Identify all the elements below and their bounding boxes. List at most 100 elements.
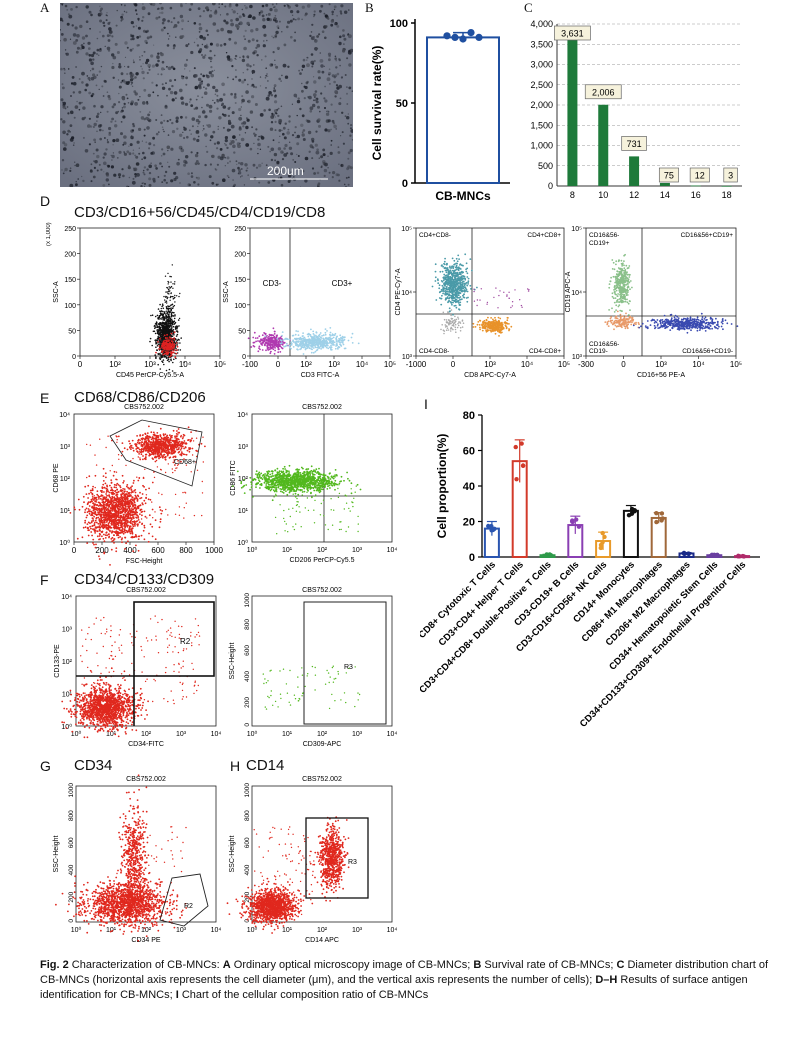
b-data-point bbox=[459, 35, 467, 43]
d2-y-tick-label: 0 bbox=[242, 354, 246, 361]
c-value-label-box bbox=[723, 167, 738, 183]
f1-x-tick-label: 10³ bbox=[176, 731, 187, 738]
d4-nk bbox=[632, 312, 739, 334]
i-data-point bbox=[654, 519, 659, 525]
panel-letter-e: E bbox=[40, 390, 50, 406]
d3-y-tick-label: 10⁴ bbox=[401, 290, 412, 297]
scale-bar-label: 200um bbox=[267, 164, 304, 178]
h-y-label: SSC-Height bbox=[229, 835, 236, 872]
g-x-tick-label: 10³ bbox=[176, 927, 187, 934]
c-y-tick-label: 0 bbox=[548, 181, 553, 191]
e2-y-label: CD86 FITC bbox=[230, 460, 237, 495]
c-y-tick-label: 4,000 bbox=[530, 19, 553, 29]
c-bar bbox=[629, 156, 640, 186]
h-main-pop bbox=[226, 877, 314, 934]
d1-y-label: SSC-A bbox=[53, 281, 60, 303]
title-d: CD3/CD16+56/CD45/CD4/CD19/CD8 bbox=[74, 204, 326, 221]
h-x-label: CD14 APC bbox=[305, 937, 339, 944]
e2-y-tick-label: 10¹ bbox=[238, 508, 249, 515]
b-y-tick-label: 100 bbox=[390, 18, 408, 30]
e1-x-tick-label: 200 bbox=[95, 546, 109, 555]
c-value-label: 2,006 bbox=[592, 87, 615, 97]
e2-plot-frame bbox=[251, 413, 393, 543]
i-y-tick-label: 20 bbox=[463, 517, 475, 529]
i-data-point bbox=[737, 554, 742, 559]
h-plot-frame bbox=[251, 785, 393, 923]
c-y-tick-label: 1,500 bbox=[530, 120, 553, 130]
i-data-point bbox=[513, 444, 518, 450]
d2-x-tick-label: 10³ bbox=[328, 360, 340, 369]
panel-letter-a: A bbox=[40, 0, 50, 15]
e2-x-tick-label: 10⁰ bbox=[247, 546, 258, 554]
g-y-tick-label: 400 bbox=[68, 864, 75, 875]
d3-x-tick-label: 10⁴ bbox=[521, 360, 534, 369]
panel-letter-d: D bbox=[40, 193, 51, 209]
f1-y-tick-label: 10⁰ bbox=[61, 723, 72, 731]
f1-x-tick-label: 10⁴ bbox=[211, 731, 222, 738]
caption-text-2: Ordinary optical microscopy image of CB-… bbox=[230, 959, 474, 971]
flow-plot-g: CBS752.002 10⁰ 10¹ 10² 10³ 10⁴ 0 200 400 600 800 10… bbox=[53, 774, 221, 944]
d2-q-left: CD3- bbox=[263, 279, 282, 288]
caption-dh: D–H bbox=[595, 974, 618, 986]
flow-plot-d4: -300 0 10³ 10⁴ 10⁵ 10³ 10⁴ 10⁵ CD16+56 PE-A CD19 … bbox=[565, 226, 742, 379]
e1-x-label: FSC-Height bbox=[126, 558, 163, 565]
i-data-point bbox=[514, 476, 519, 482]
i-data-point bbox=[598, 545, 604, 551]
f2-y-label: SSC-Height bbox=[229, 642, 236, 679]
panel-letter-b: B bbox=[365, 0, 374, 15]
d3-plot-frame bbox=[415, 227, 565, 357]
h-x-tick-label: 10⁴ bbox=[387, 927, 398, 934]
d4-x-tick-label: 10³ bbox=[655, 360, 667, 369]
g-sparse bbox=[116, 825, 187, 916]
flow-plot-h: CBS752.00210⁰10¹10²10³10⁴020040060080010… bbox=[226, 776, 398, 944]
d1-plot-frame bbox=[79, 227, 221, 357]
d4-x-label: CD16+56 PE-A bbox=[637, 372, 685, 379]
e1-main-pop bbox=[69, 467, 164, 566]
chart-b-survival: 0 50 100 CB-MNCs Cell survival rate(%) bbox=[370, 18, 510, 203]
h-gate bbox=[305, 817, 369, 899]
c-value-label: 731 bbox=[627, 139, 642, 149]
flow-plot-e1: CBS752.002 0 200 400 600 800 1000 FSC-Height CD6… bbox=[53, 404, 223, 566]
e1-plot-frame bbox=[73, 413, 215, 543]
f2-x-tick-label: 10¹ bbox=[282, 731, 293, 738]
h-x-tick-label: 10² bbox=[317, 927, 328, 934]
i-data-point bbox=[659, 511, 665, 516]
d2-x-tick-label: -100 bbox=[242, 360, 259, 369]
c-value-label: 3 bbox=[728, 171, 733, 181]
i-data-point bbox=[654, 510, 659, 516]
d3-dn bbox=[440, 309, 465, 339]
e2-y-tick-label: 10³ bbox=[238, 444, 249, 451]
c-value-label: 3,631 bbox=[561, 29, 584, 39]
d4-q3-line2: CD19- bbox=[589, 348, 608, 355]
h-x-tick-label: 10⁰ bbox=[247, 926, 258, 934]
c-value-label-box bbox=[621, 136, 647, 151]
d4-x-tick-label: 10⁴ bbox=[692, 360, 705, 369]
f1-gate bbox=[133, 601, 215, 677]
d1-y-tick-label: 50 bbox=[68, 328, 76, 335]
g-y-tick-label: 1000 bbox=[68, 783, 75, 798]
d2-x-tick-label: 10⁴ bbox=[356, 360, 369, 369]
title-h: CD14 bbox=[246, 757, 285, 774]
caption-text-6: Chart of the cellular composition ratio … bbox=[178, 989, 429, 1001]
f2-gate-label: R3 bbox=[344, 664, 353, 671]
d3-y-tick-label: 10⁵ bbox=[401, 226, 412, 233]
f1-plot-frame bbox=[75, 595, 217, 727]
e1-y-tick-label: 10¹ bbox=[60, 508, 71, 515]
caption-a: A bbox=[222, 959, 231, 971]
caption-text-3: Survival rate of CB-MNCs; bbox=[481, 959, 617, 971]
flow-plot-f2: CBS752.002 10⁰ 10¹ 10² 10³ 10⁴ 0 200 400 600 800 10… bbox=[229, 587, 397, 748]
e1-gate-label: CD68+ bbox=[174, 459, 196, 466]
d4-plot-frame bbox=[585, 227, 737, 357]
d1-cells-red bbox=[155, 331, 179, 359]
d3-x-tick-label: 10³ bbox=[484, 360, 496, 369]
f2-x-tick-label: 10⁰ bbox=[247, 730, 258, 738]
caption-c: C bbox=[616, 959, 625, 971]
g-y-tick-label: 600 bbox=[68, 837, 75, 848]
f2-gate bbox=[303, 601, 387, 725]
g-high-pop bbox=[111, 774, 150, 942]
h-gate-label: R3 bbox=[348, 859, 357, 866]
d4-q1-line2: CD19+ bbox=[589, 240, 610, 247]
i-data-point bbox=[486, 523, 491, 529]
e2-x-tick-label: 10² bbox=[317, 547, 328, 554]
